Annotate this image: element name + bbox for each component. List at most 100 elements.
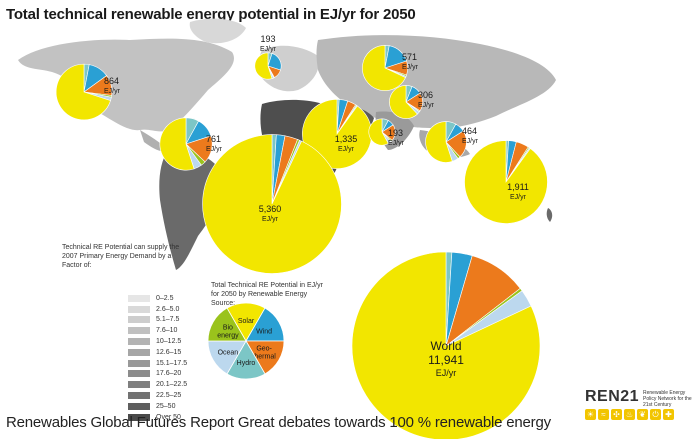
legend-row: 12.6–15 <box>128 347 187 358</box>
label-south-asia-unit: EJ/yr <box>388 140 405 147</box>
legend-row: 2.6–5.0 <box>128 304 187 315</box>
land-south-america <box>159 149 223 270</box>
legend-swatch <box>128 294 150 302</box>
legend-row: 7.6–10 <box>128 325 187 336</box>
label-former-soviet-union-value: 571 <box>402 52 417 62</box>
legend-row: 15.1–17.5 <box>128 358 187 369</box>
pie-southeast-asia-slice-solar <box>425 121 453 163</box>
footer-caption: Renewables Global Futures Report Great d… <box>6 414 551 431</box>
legend-label: 25–50 <box>156 402 176 410</box>
pie-oceania-slice-solar <box>464 140 548 224</box>
pie-east-asia <box>389 85 423 119</box>
pie-middle-east <box>302 99 372 169</box>
source-label-hydro-0: Hydro <box>237 360 256 367</box>
pie-africa-slice-solar <box>202 134 342 274</box>
label-north-america-unit: EJ/yr <box>104 88 121 95</box>
pie-europe-slice-solar <box>254 52 273 80</box>
label-europe-unit: EJ/yr <box>260 46 277 53</box>
brand-tagline: Renewable Energy Policy Network for the … <box>643 390 692 408</box>
source-label-ocean-0: Ocean <box>218 349 239 356</box>
pie-east-asia-slice-solar <box>389 85 418 119</box>
pie-africa <box>202 134 342 274</box>
label-middle-east-unit: EJ/yr <box>338 146 355 153</box>
pie-latin-america <box>159 117 213 171</box>
pie-former-soviet-union <box>362 45 408 91</box>
ren21-logo: REN21 Renewable Energy Policy Network fo… <box>585 388 695 420</box>
legend-swatch <box>128 348 150 356</box>
legend-row: 5.1–7.5 <box>128 315 187 326</box>
flame-icon: ♨ <box>624 409 635 420</box>
legend-swatch <box>128 413 150 421</box>
label-southeast-asia-unit: EJ/yr <box>462 138 479 145</box>
legend-label: 7.6–10 <box>156 327 178 335</box>
legend-label: 15.1–17.5 <box>156 359 188 367</box>
pie-oceania <box>464 140 548 224</box>
brand-name: REN21 <box>585 388 640 405</box>
label-former-soviet-union-unit: EJ/yr <box>402 64 419 71</box>
energy-source-pies <box>55 45 548 439</box>
pie-southeast-asia <box>425 121 467 163</box>
legend-swatch <box>128 392 150 400</box>
source-label-wind-0: Wind <box>256 329 272 336</box>
legend-label: 17.6–20 <box>156 370 182 378</box>
label-world-value: 11,941 <box>428 353 464 367</box>
label-africa-unit: EJ/yr <box>262 216 279 223</box>
legend-swatch <box>128 327 150 335</box>
power-icon: ⏻ <box>650 409 661 420</box>
source-label-bioenergy-0: Bio <box>223 325 233 332</box>
label-latin-america-value: 761 <box>206 134 221 144</box>
pie-south-asia <box>368 118 396 146</box>
source-label-solar-0: Solar <box>238 318 255 325</box>
legend-swatch <box>128 370 150 378</box>
legend-label: 2.6–5.0 <box>156 305 180 313</box>
legend-label: 10–12.5 <box>156 338 182 346</box>
land-greenland <box>189 18 246 44</box>
leaf-icon: ❦ <box>637 409 648 420</box>
legend-row: 25–50 <box>128 401 187 412</box>
wind-icon: ✣ <box>611 409 622 420</box>
label-europe-value: 193 <box>260 34 275 44</box>
pie-europe <box>254 52 282 80</box>
label-north-america-value: 864 <box>104 76 119 86</box>
legend-swatch <box>128 402 150 410</box>
pie-south-asia-slice-solar <box>368 118 389 146</box>
label-world-name: World <box>430 339 461 353</box>
source-slice-bioenergy <box>207 307 247 342</box>
pie-north-america <box>55 63 113 121</box>
pie-world-slice-solar <box>351 251 541 439</box>
pie-world <box>351 251 541 439</box>
legend-label: 20.1–22.5 <box>156 381 188 389</box>
legend-label: Over 50 <box>156 413 181 421</box>
label-southeast-asia-value: 464 <box>462 126 477 136</box>
legend-label: 5.1–7.5 <box>156 316 180 324</box>
source-label-bioenergy-1: energy <box>217 333 239 340</box>
pie-former-soviet-union-slice-solar <box>362 45 406 91</box>
legend-swatch <box>128 305 150 313</box>
legend-row: 20.1–22.5 <box>128 379 187 390</box>
legend-row: 22.5–25 <box>128 390 187 401</box>
land-north-america <box>18 38 234 132</box>
label-south-asia-value: 193 <box>388 128 403 138</box>
brand-icons: ☀ ≈ ✣ ♨ ❦ ⏻ ✚ <box>585 409 695 420</box>
legend-row: 17.6–20 <box>128 369 187 380</box>
label-east-asia-value: 306 <box>418 90 433 100</box>
page-title: Total technical renewable energy potenti… <box>6 6 416 23</box>
legend-row: 0–2.5 <box>128 293 187 304</box>
legend-swatch <box>128 316 150 324</box>
label-oceania-unit: EJ/yr <box>510 194 527 201</box>
pie-latin-america-slice-solar <box>159 117 195 171</box>
legend-swatch <box>128 338 150 346</box>
source-label-geothermal-1: thermal <box>252 353 276 360</box>
plug-icon: ✚ <box>663 409 674 420</box>
label-oceania-value: 1,911 <box>507 182 529 192</box>
legend-swatch <box>128 359 150 367</box>
water-icon: ≈ <box>598 409 609 420</box>
legend-label: 22.5–25 <box>156 392 182 400</box>
label-middle-east-value: 1,335 <box>335 134 358 144</box>
label-latin-america-unit: EJ/yr <box>206 146 223 153</box>
legend-row: 10–12.5 <box>128 336 187 347</box>
source-legend-title: Total Technical RE Potential in EJ/yr fo… <box>211 282 323 307</box>
legend-row: Over 50 <box>128 412 187 423</box>
source-label-geothermal-0: Geo- <box>256 345 272 352</box>
